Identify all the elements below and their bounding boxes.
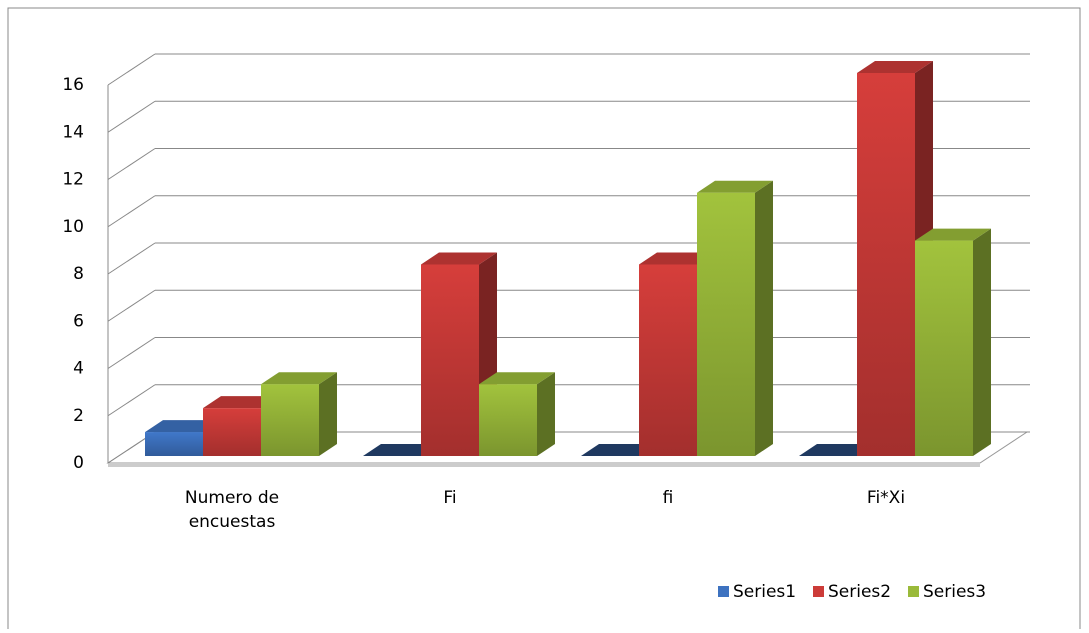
grid-line-side: [107, 148, 156, 180]
bar-top: [581, 444, 657, 456]
bar-front: [479, 384, 537, 456]
legend-label: Series1: [733, 582, 796, 602]
y-tick-label: 12: [62, 170, 84, 190]
bar-top: [203, 396, 279, 409]
bar-top: [799, 444, 875, 456]
x-tick-label: Fi*Xi: [867, 488, 905, 508]
bar-top: [261, 372, 337, 385]
bar-front: [203, 408, 261, 456]
x-tick-label-line: Numero de: [185, 488, 279, 508]
bar-top: [479, 372, 555, 385]
x-tick-label-line: fi: [663, 488, 674, 508]
bar-top: [421, 252, 497, 265]
x-tick-label: fi: [663, 488, 674, 508]
bar: [697, 180, 773, 456]
legend-swatch: [813, 586, 824, 597]
y-tick-label: 14: [62, 122, 84, 142]
bar-top: [857, 61, 933, 73]
legend-label: Series3: [923, 582, 986, 602]
bar-side: [537, 372, 555, 456]
bar-front: [421, 264, 479, 456]
grid-line-side: [107, 53, 156, 86]
bar-front: [145, 432, 203, 456]
y-tick-label: 2: [73, 406, 84, 426]
bar-front: [261, 384, 319, 456]
y-tick-label: 10: [62, 217, 84, 237]
grid-line-side: [107, 289, 156, 322]
bar-front: [697, 192, 755, 456]
bar-top: [697, 180, 773, 193]
x-tick-label: Fi: [443, 488, 456, 508]
grid-line-side: [107, 384, 156, 417]
x-tick-label-line: encuestas: [189, 512, 276, 532]
grid-line-side: [107, 195, 156, 228]
bar: [581, 444, 657, 456]
bar-top: [363, 444, 439, 456]
bar-side: [319, 372, 337, 456]
bar-side: [755, 180, 773, 456]
bar-top: [639, 252, 715, 265]
y-tick-label: 16: [62, 75, 84, 95]
bar-top: [145, 420, 221, 433]
x-tick-label-line: Fi: [443, 488, 456, 508]
bar: [799, 444, 875, 456]
legend-label: Series2: [828, 582, 891, 602]
bar-top: [915, 228, 991, 241]
bar: [363, 444, 439, 456]
bar: [479, 372, 555, 456]
bar-front: [639, 264, 697, 456]
bar-side: [973, 228, 991, 456]
grid-line-side: [107, 337, 156, 369]
bar: [915, 228, 991, 456]
bar: [261, 372, 337, 456]
legend-swatch: [718, 586, 729, 597]
legend-swatch: [908, 586, 919, 597]
y-tick-label: 4: [73, 359, 84, 379]
x-tick-label-line: Fi*Xi: [867, 488, 905, 508]
floor-edge: [108, 463, 980, 467]
grid-line-side: [107, 242, 156, 275]
y-tick-label: 8: [73, 264, 84, 284]
grid-line-side: [107, 100, 156, 133]
bar-front: [915, 240, 973, 456]
bar-front: [857, 73, 915, 456]
x-tick-label: Numero de encuestas: [185, 488, 279, 532]
y-tick-label: 0: [73, 453, 84, 473]
y-tick-label: 6: [73, 311, 84, 331]
